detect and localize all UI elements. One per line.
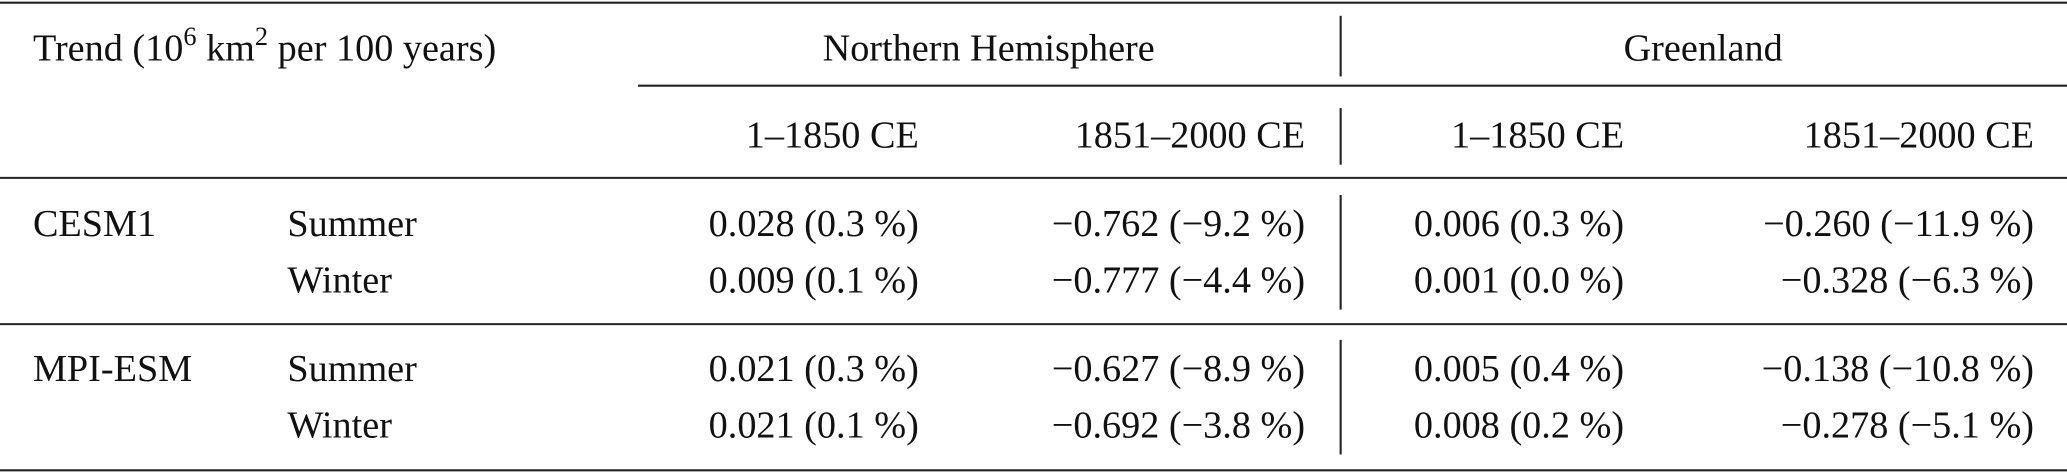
cell: −0.692 (−3.8 %) (1052, 404, 1305, 446)
cell: −0.328 (−6.3 %) (1781, 260, 2034, 302)
title-part: km (197, 28, 256, 70)
title-part: Trend (10 (33, 28, 183, 70)
cell: 0.006 (0.3 %) (1414, 203, 1624, 245)
cell: −0.627 (−8.9 %) (1052, 348, 1305, 390)
cell: 0.008 (0.2 %) (1414, 404, 1624, 446)
model-name: MPI-ESM (33, 348, 192, 390)
cell: 0.005 (0.4 %) (1414, 348, 1624, 390)
cell: −0.138 (−10.8 %) (1762, 348, 2034, 390)
cell: 0.009 (0.1 %) (709, 260, 919, 302)
group-header: Greenland (1624, 28, 1783, 70)
header-title: Trend (106 km2 per 100 years) (33, 22, 496, 70)
title-part: per 100 years) (268, 28, 496, 70)
cell: −0.278 (−5.1 %) (1781, 404, 2034, 446)
period-header: 1851–2000 CE (1075, 115, 1305, 157)
period-header: 1851–2000 CE (1804, 115, 2034, 157)
group-header: Northern Hemisphere (823, 28, 1155, 70)
model-name: CESM1 (33, 203, 156, 245)
season: Winter (287, 404, 392, 446)
cell: 0.021 (0.1 %) (709, 404, 919, 446)
cell: 0.001 (0.0 %) (1414, 260, 1624, 302)
period-header: 1–1850 CE (1451, 115, 1624, 157)
season: Summer (287, 348, 417, 390)
season: Summer (287, 203, 417, 245)
cell: 0.028 (0.3 %) (709, 203, 919, 245)
cell: −0.777 (−4.4 %) (1052, 260, 1305, 302)
cell: −0.260 (−11.9 %) (1763, 203, 2034, 245)
period-header: 1–1850 CE (746, 115, 919, 157)
cell: 0.021 (0.3 %) (709, 348, 919, 390)
season: Winter (287, 260, 392, 302)
cell: −0.762 (−9.2 %) (1052, 203, 1305, 245)
title-sup: 6 (183, 22, 196, 51)
title-sup: 2 (255, 22, 268, 51)
